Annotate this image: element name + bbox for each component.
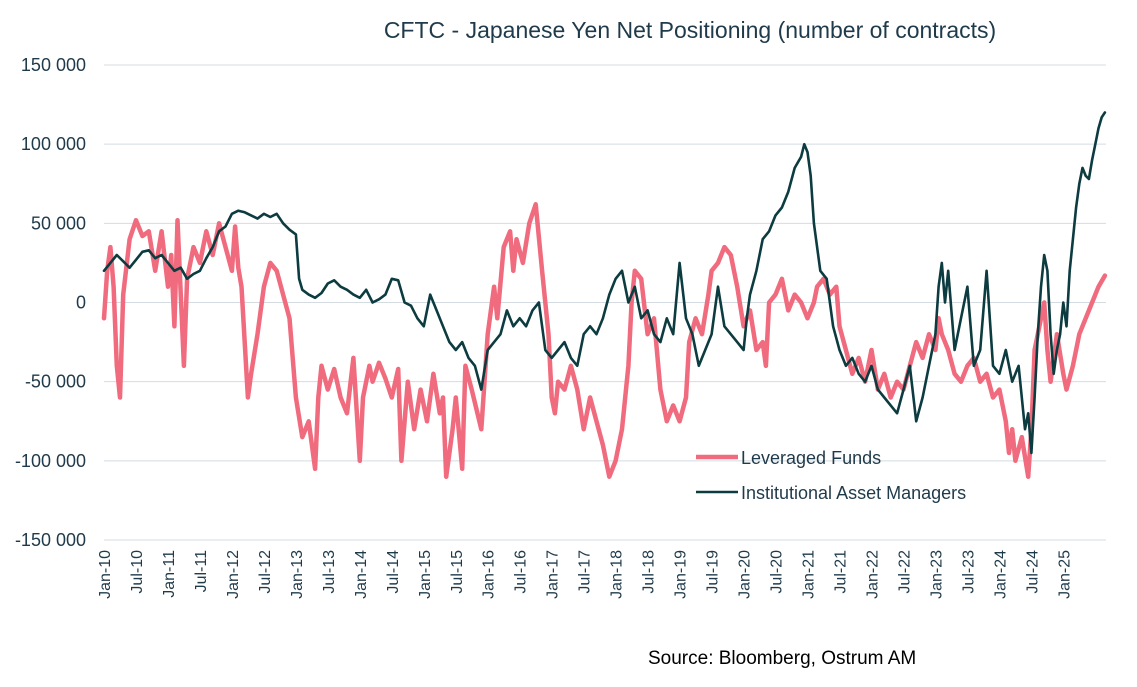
x-tick-label: Jul-13 <box>321 550 338 594</box>
x-tick-label: Jan-15 <box>417 550 434 599</box>
x-tick-label: Jul-10 <box>129 550 146 594</box>
x-tick-label: Jan-20 <box>737 550 754 599</box>
x-tick-label: Jan-17 <box>545 550 562 599</box>
x-tick-label: Jan-11 <box>161 550 178 598</box>
y-tick-label: -100 000 <box>15 451 86 471</box>
x-tick-label: Jul-12 <box>257 550 274 594</box>
y-tick-label: 150 000 <box>21 55 86 75</box>
legend-label-leveraged-funds: Leveraged Funds <box>741 448 881 468</box>
series-line-leveraged-funds <box>101 202 1108 479</box>
x-tick-label: Jul-19 <box>705 550 722 594</box>
x-tick-label: Jan-25 <box>1056 550 1073 599</box>
x-axis-ticks: Jan-10 Jul-10 Jan-11 Jul-11 Jan-12 Jul-12 Jan-… <box>97 550 1073 599</box>
x-tick-label: Jan-21 <box>801 550 818 599</box>
y-tick-label: 50 000 <box>31 213 86 233</box>
x-tick-label: Jul-16 <box>513 550 530 594</box>
x-tick-label: Jan-19 <box>673 550 690 599</box>
x-tick-label: Jul-14 <box>385 550 402 594</box>
x-tick-label: Jan-18 <box>609 550 626 599</box>
source-note: Source: Bloomberg, Ostrum AM <box>648 648 917 669</box>
chart-title: CFTC - Japanese Yen Net Positioning (num… <box>384 17 996 43</box>
x-tick-label: Jul-15 <box>449 550 466 594</box>
gridlines <box>104 64 1106 541</box>
series-lines <box>101 111 1108 479</box>
y-tick-label: 100 000 <box>21 134 86 154</box>
series-line-institutional-asset-managers <box>102 111 1107 455</box>
x-tick-label: Jul-24 <box>1024 550 1041 594</box>
x-tick-label: Jan-16 <box>481 550 498 599</box>
x-tick-label: Jan-24 <box>992 550 1009 599</box>
y-tick-label: 0 <box>76 293 86 313</box>
x-tick-label: Jul-11 <box>193 550 210 592</box>
y-axis-ticks: 150 000 100 000 50 000 0 -50 000 -100 000 -150… <box>15 55 86 550</box>
x-tick-label: Jan-14 <box>353 550 370 599</box>
x-tick-label: Jul-17 <box>577 550 594 594</box>
x-tick-label: Jul-21 <box>832 550 849 594</box>
y-tick-label: -50 000 <box>25 372 86 392</box>
x-tick-label: Jul-20 <box>769 550 786 594</box>
legend: Leveraged Funds Institutional Asset Mana… <box>696 448 966 503</box>
legend-label-institutional-asset-managers: Institutional Asset Managers <box>741 483 966 503</box>
x-tick-label: Jul-18 <box>641 550 658 594</box>
x-tick-label: Jul-23 <box>960 550 977 594</box>
x-tick-label: Jan-10 <box>97 550 114 599</box>
x-tick-label: Jan-22 <box>864 550 881 599</box>
x-tick-label: Jul-22 <box>896 550 913 594</box>
x-tick-label: Jan-23 <box>928 550 945 599</box>
y-tick-label: -150 000 <box>15 530 86 550</box>
x-tick-label: Jan-13 <box>289 550 306 599</box>
x-tick-label: Jan-12 <box>225 550 242 599</box>
